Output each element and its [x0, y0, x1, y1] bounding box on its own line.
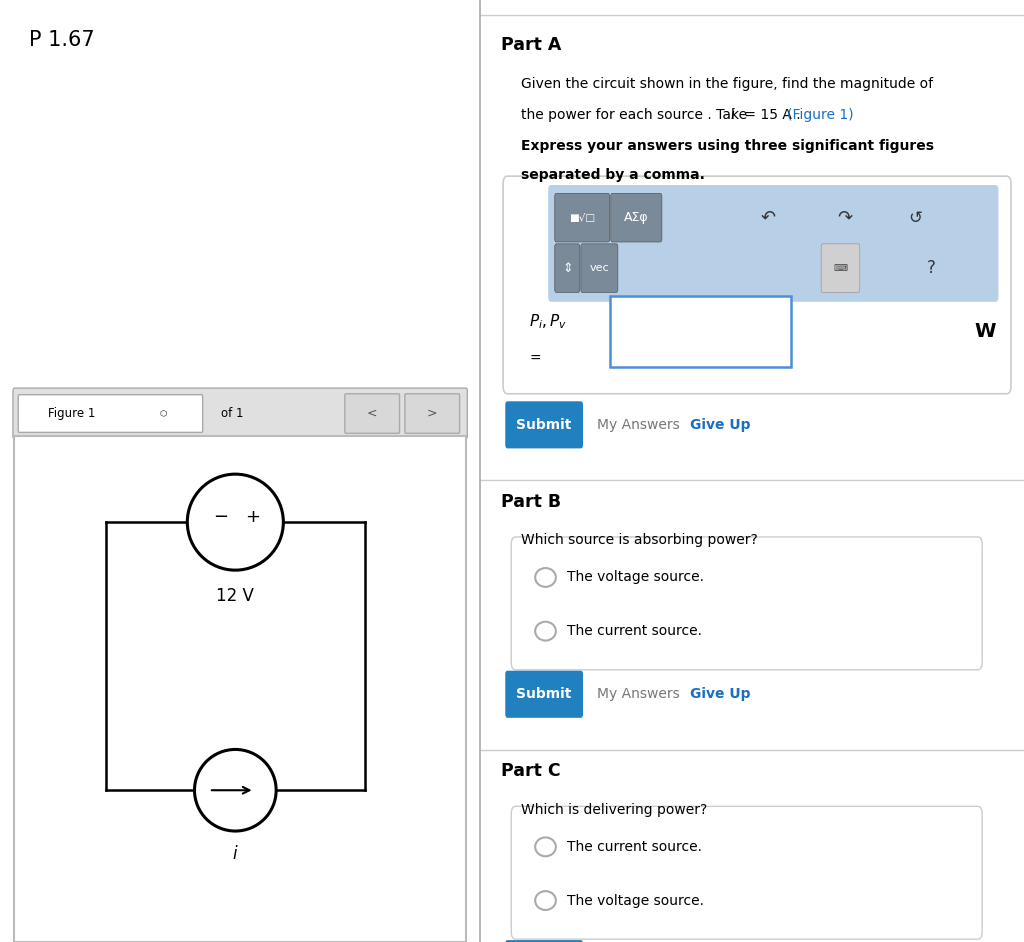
Text: The voltage source.: The voltage source. — [567, 571, 705, 584]
Ellipse shape — [536, 837, 556, 856]
FancyBboxPatch shape — [14, 436, 466, 942]
Text: the power for each source . Take: the power for each source . Take — [521, 108, 752, 122]
FancyBboxPatch shape — [555, 193, 609, 242]
Text: ⬡: ⬡ — [160, 409, 167, 418]
Text: The current source.: The current source. — [567, 625, 702, 638]
FancyBboxPatch shape — [505, 671, 583, 718]
Text: (Figure 1): (Figure 1) — [787, 108, 854, 122]
Text: >: > — [427, 407, 437, 420]
Text: Part A: Part A — [501, 36, 561, 54]
Text: Which is delivering power?: Which is delivering power? — [521, 803, 708, 817]
Text: $i$: $i$ — [232, 845, 239, 863]
FancyBboxPatch shape — [505, 940, 583, 942]
Text: AΣφ: AΣφ — [624, 211, 648, 224]
Text: ⌨: ⌨ — [834, 263, 848, 273]
Text: The voltage source.: The voltage source. — [567, 894, 705, 907]
Text: = 15 A .: = 15 A . — [740, 108, 801, 122]
Text: Submit: Submit — [516, 418, 571, 431]
Text: i: i — [730, 108, 734, 122]
Text: ■√□: ■√□ — [569, 213, 595, 222]
FancyBboxPatch shape — [511, 806, 982, 939]
Text: Which source is absorbing power?: Which source is absorbing power? — [521, 533, 758, 547]
FancyBboxPatch shape — [821, 244, 860, 292]
Text: Give Up: Give Up — [689, 418, 751, 431]
FancyBboxPatch shape — [404, 394, 460, 433]
Text: ↷: ↷ — [837, 209, 852, 227]
Text: +: + — [245, 509, 260, 527]
Text: My Answers: My Answers — [597, 688, 680, 701]
Text: separated by a comma.: separated by a comma. — [521, 168, 705, 182]
FancyBboxPatch shape — [503, 176, 1011, 394]
FancyBboxPatch shape — [505, 401, 583, 448]
Text: =: = — [529, 351, 541, 365]
Text: Express your answers using three significant figures: Express your answers using three signifi… — [521, 139, 934, 154]
FancyBboxPatch shape — [511, 537, 982, 670]
Text: The current source.: The current source. — [567, 840, 702, 853]
Text: ↺: ↺ — [908, 209, 923, 227]
Ellipse shape — [536, 568, 556, 587]
FancyBboxPatch shape — [581, 244, 617, 292]
Text: $P_i,P_v$: $P_i,P_v$ — [529, 312, 567, 331]
FancyBboxPatch shape — [609, 296, 792, 367]
Ellipse shape — [187, 474, 284, 570]
FancyBboxPatch shape — [555, 244, 580, 292]
Ellipse shape — [195, 750, 276, 831]
Text: Give Up: Give Up — [689, 688, 751, 701]
Text: My Answers: My Answers — [597, 418, 680, 431]
Text: Submit: Submit — [516, 688, 571, 701]
Text: Given the circuit shown in the figure, find the magnitude of: Given the circuit shown in the figure, f… — [521, 77, 933, 91]
Text: −: − — [213, 509, 228, 527]
Ellipse shape — [536, 622, 556, 641]
Text: ↶: ↶ — [761, 209, 776, 227]
Text: ⇕: ⇕ — [562, 262, 572, 275]
Text: 12 V: 12 V — [216, 587, 254, 605]
FancyBboxPatch shape — [548, 185, 998, 301]
FancyBboxPatch shape — [18, 395, 203, 432]
Text: vec: vec — [590, 263, 609, 273]
Text: Part B: Part B — [501, 493, 561, 511]
Text: Figure 1: Figure 1 — [48, 407, 95, 420]
Text: Part C: Part C — [501, 762, 560, 780]
FancyBboxPatch shape — [610, 193, 662, 242]
Text: <: < — [367, 407, 378, 420]
FancyBboxPatch shape — [345, 394, 399, 433]
Text: W: W — [974, 322, 995, 341]
Ellipse shape — [536, 891, 556, 910]
Text: of 1: of 1 — [221, 407, 244, 420]
FancyBboxPatch shape — [13, 388, 467, 439]
Ellipse shape — [195, 750, 276, 831]
Ellipse shape — [187, 474, 284, 570]
Text: ?: ? — [927, 259, 936, 277]
Text: P 1.67: P 1.67 — [29, 30, 94, 50]
